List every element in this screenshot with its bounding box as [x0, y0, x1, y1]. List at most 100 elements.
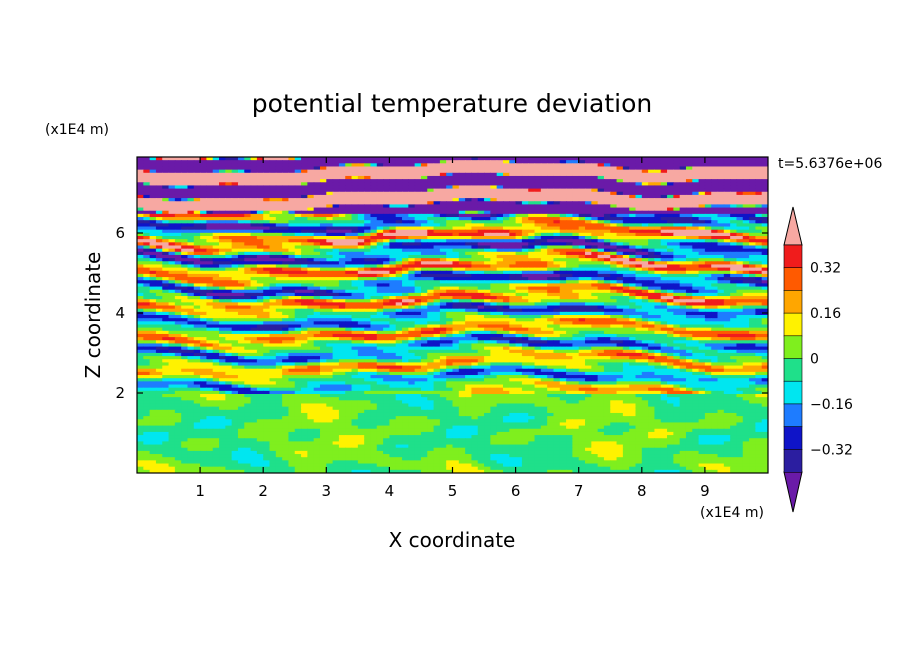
field-cell: [319, 245, 327, 250]
field-cell: [660, 182, 668, 187]
field-cell: [206, 207, 214, 212]
field-cell: [553, 296, 561, 300]
field-cell: [225, 166, 233, 171]
field-cell: [723, 302, 731, 307]
field-cell: [515, 283, 523, 288]
field-cell: [616, 296, 624, 300]
field-cell: [301, 242, 308, 247]
field-cell: [585, 308, 592, 313]
field-cell: [446, 283, 454, 288]
field-cell: [515, 299, 523, 303]
field-cell: [408, 311, 416, 316]
field-cell: [755, 182, 763, 187]
field-cell: [509, 220, 517, 224]
field-cell: [338, 302, 346, 307]
field-cell: [149, 248, 157, 253]
field-cell: [439, 267, 447, 272]
field-cell: [288, 308, 296, 313]
field-cell: [200, 311, 208, 316]
field-cell: [465, 236, 473, 240]
field-cell: [521, 270, 529, 275]
field-cell: [553, 198, 561, 202]
field-cell: [591, 210, 599, 215]
field-cell: [414, 283, 422, 288]
field-cell: [730, 242, 738, 247]
field-cell: [749, 308, 756, 313]
field-cell: [219, 210, 226, 215]
field-cell: [730, 236, 738, 240]
field-cell: [730, 157, 738, 161]
field-cell: [521, 169, 529, 174]
field-cell: [338, 179, 346, 183]
field-cell: [155, 179, 163, 183]
field-cell: [313, 251, 321, 256]
field-cell: [597, 188, 605, 193]
field-cell: [155, 245, 163, 250]
field-cell: [288, 217, 296, 221]
field-cell: [181, 182, 189, 187]
field-cell: [200, 280, 208, 284]
field-cell: [540, 217, 548, 221]
field-cell: [219, 223, 226, 228]
field-cell: [660, 157, 668, 161]
field-cell: [736, 277, 744, 281]
field-cell: [351, 258, 359, 262]
field-cell: [319, 248, 327, 253]
field-cell: [275, 264, 283, 269]
field-cell: [534, 157, 542, 161]
field-cell: [149, 283, 157, 288]
field-cell: [420, 157, 428, 161]
field-cell: [509, 245, 517, 250]
field-cell: [635, 305, 643, 310]
field-cell: [585, 264, 592, 269]
field-cell: [174, 239, 182, 243]
field-cell: [439, 213, 447, 218]
field-cell: [679, 296, 687, 300]
field-cell: [376, 254, 384, 259]
field-cell: [168, 182, 176, 187]
field-cell: [566, 258, 573, 262]
field-cell: [641, 239, 649, 243]
field-cell: [465, 175, 473, 180]
field-cell: [521, 280, 529, 284]
field-cell: [648, 191, 656, 196]
field-cell: [237, 198, 245, 202]
field-cell: [319, 175, 327, 180]
field-cell: [458, 185, 466, 190]
field-cell: [427, 179, 435, 183]
field-cell: [717, 217, 725, 221]
field-cell: [301, 217, 308, 221]
field-cell: [515, 229, 523, 234]
field-cell: [521, 251, 529, 256]
field-cell: [685, 175, 693, 180]
field-cell: [326, 213, 334, 218]
field-cell: [326, 201, 334, 205]
field-cell: [402, 242, 409, 247]
field-cell: [206, 194, 214, 199]
field-cell: [572, 163, 580, 168]
field-cell: [433, 277, 441, 281]
field-cell: [250, 160, 258, 164]
field-cell: [433, 280, 441, 284]
field-cell: [389, 198, 397, 202]
field-cell: [357, 292, 365, 297]
field-cell: [654, 198, 662, 202]
field-cell: [395, 264, 403, 269]
field-cell: [559, 182, 567, 187]
field-cell: [225, 292, 233, 297]
field-cell: [749, 292, 756, 297]
field-cell: [137, 242, 144, 247]
field-cell: [137, 210, 144, 215]
field-cell: [660, 166, 668, 171]
field-cell: [635, 270, 643, 275]
field-cell: [187, 261, 195, 266]
field-cell: [231, 299, 239, 303]
field-cell: [540, 169, 548, 174]
field-cell: [730, 302, 738, 307]
field-cell: [711, 299, 719, 303]
field-cell: [433, 213, 441, 218]
field-cell: [137, 198, 144, 202]
field-cell: [237, 264, 245, 269]
field-cell: [667, 172, 674, 177]
field-cell: [187, 217, 195, 221]
